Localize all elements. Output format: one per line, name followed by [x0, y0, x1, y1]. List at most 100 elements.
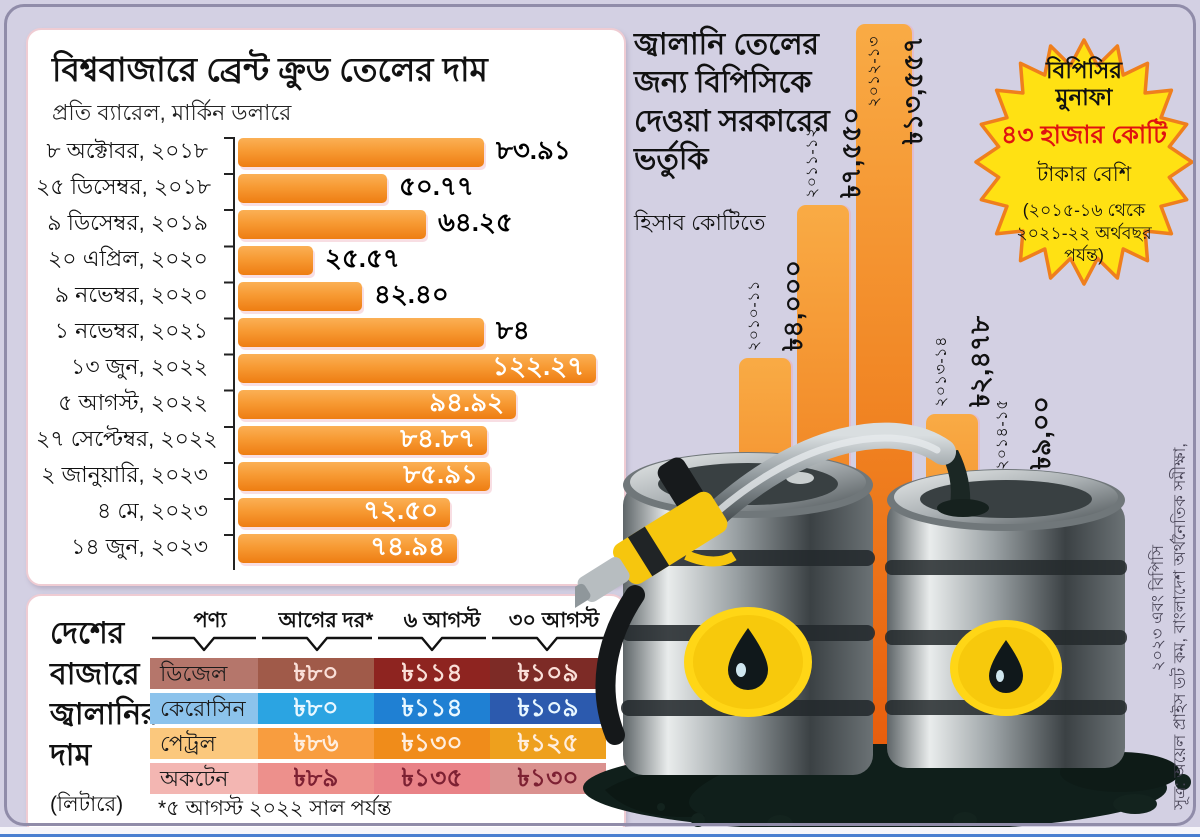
subsidy-label-2013-14: ২০১৩-১৪ ৳২,৪৭৮ [928, 316, 1003, 407]
brent-value-label: ৮৪ [496, 315, 530, 345]
brent-row: ২৭ সেপ্টেম্বর, ২০২২ ৮৪.৮৭ [36, 422, 614, 458]
brent-bar: ৯৪.৯২ [238, 387, 516, 419]
fuel-price-cell: ৳৮০ [258, 658, 374, 689]
brent-row: ৯ নভেম্বর, ২০২০ ৪২.৪০ [36, 278, 614, 314]
subsidy-year-label: ২০১২-১৩ [866, 36, 883, 108]
brent-row: ২ জানুয়ারি, ২০২৩ ৮৫.৯১ [36, 458, 614, 494]
fuel-col-header: পণ্য [193, 609, 227, 632]
badge-period: (২০১৫-১৬ থেকে ২০২১-২২ অর্থবছর পর্যন্ত) [1016, 199, 1152, 266]
badge-amount: ৪৩ হাজার কোটি [1001, 120, 1167, 149]
fuel-col-header: ৬ আগস্ট [403, 609, 481, 632]
brent-axis [224, 137, 235, 570]
fuel-price-panel: দেশের বাজারে জ্বালানির দাম (লিটারে) পণ্য… [26, 594, 626, 836]
fuel-price-cell: ৳১১৪ [374, 658, 490, 689]
brent-value-label: ৭৪.৯৪ [370, 531, 445, 561]
fuel-name-cell: কেরোসিন [150, 693, 258, 724]
starburst-shape [974, 38, 1194, 286]
subsidy-year-label: ২০১০-১১ [746, 279, 763, 351]
brent-chart-subtitle: প্রতি ব্যারেল, মার্কিন ডলারে [52, 100, 292, 125]
brent-value-label: ৮৪.৮৭ [400, 423, 475, 453]
fuel-row-kerosene: কেরোসিন ৳৮০ ৳১১৪ ৳১০৯ [150, 693, 608, 724]
subsidy-value-label: ৳১৩,৫৫৭ [898, 36, 928, 145]
fuel-table-title: দেশের বাজারে জ্বালানির দাম [50, 617, 158, 772]
brent-date-label: ২৫ ডিসেম্বর, ২০১৮ [36, 173, 211, 199]
brent-chart-title: বিশ্ববাজারে ব্রেন্ট ক্রুড তেলের দাম [52, 51, 488, 88]
subsidy-chart-title: জ্বালানি তেলের জন্য বিপিসিকে দেওয়া সরকা… [634, 28, 830, 177]
brent-date-label: ২৭ সেপ্টেম্বর, ২০২২ [36, 425, 218, 451]
fuel-price-cell: ৳১০৯ [490, 693, 606, 724]
fuel-row-diesel: ডিজেল ৳৮০ ৳১১৪ ৳১০৯ [150, 658, 608, 689]
fuel-row-octane: অকটেন ৳৮৯ ৳১৩৫ ৳১৩০ [150, 763, 608, 794]
brent-row: ১৪ জুন, ২০২৩ ৭৪.৯৪ [36, 530, 614, 566]
brent-row: ১৩ জুন, ২০২২ ১২২.২৭ [36, 350, 614, 386]
brent-date-label: ২০ এপ্রিল, ২০২০ [47, 245, 208, 271]
subsidy-chart-subtitle: হিসাব কোটিতে [634, 210, 766, 235]
brent-bar: ৭৪.৯৪ [238, 531, 457, 563]
fuel-row-petrol: পেট্রল ৳৮৬ ৳১৩০ ৳১২৫ [150, 728, 608, 759]
brent-bar: ৫০.৭৭ [238, 171, 474, 203]
fuel-col-header: ৩০ আগস্ট [508, 609, 600, 632]
badge-suffix: টাকার বেশি [1036, 162, 1132, 186]
bottom-strip [0, 827, 1200, 837]
brent-value-label: ৫০.৭৭ [399, 171, 474, 201]
brent-row: ১ নভেম্বর, ২০২১ ৮৪ [36, 314, 614, 350]
brent-date-label: ১ নভেম্বর, ২০২১ [54, 317, 208, 343]
brent-bar: ৭২.৫০ [238, 495, 450, 527]
fuel-price-cell: ৳১০৯ [490, 658, 606, 689]
brent-date-label: ১৩ জুন, ২০২২ [71, 353, 208, 379]
bpc-profit-badge: বিপিসির মুনাফা ৪৩ হাজার কোটি টাকার বেশি … [972, 36, 1196, 288]
fuel-price-cell: ৳৮৬ [258, 728, 374, 759]
brent-value-label: ৮৩.৯১ [496, 135, 571, 165]
subsidy-value-label: ৳২,৪৭৮ [965, 315, 995, 407]
oil-barrel-right [885, 469, 1127, 768]
brent-bar: ৮৫.৯১ [238, 459, 490, 491]
brent-bar: ৮৩.৯১ [238, 135, 571, 167]
brent-value-label: ৭২.৫০ [363, 495, 438, 525]
brent-bar: ৬৪.২৫ [238, 207, 513, 239]
brent-row: ৮ অক্টোবর, ২০১৮ ৮৩.৯১ [36, 134, 614, 170]
brent-row: ২০ এপ্রিল, ২০২০ ২৫.৫৭ [36, 242, 614, 278]
header-brace-lines [152, 636, 606, 652]
brent-bar: ২৫.৫৭ [238, 243, 400, 275]
subsidy-label-2012-13: ২০১২-১৩ ৳১৩,৫৫৭ [861, 36, 936, 145]
fuel-price-cell: ৳১১৪ [374, 693, 490, 724]
subsidy-label-2010-11: ২০১০-১১ ৳৪,০০০ [741, 260, 816, 351]
brent-value-label: ৬৪.২৫ [438, 207, 513, 237]
brent-bar: ১২২.২৭ [238, 351, 596, 383]
fuel-name-cell: ডিজেল [150, 658, 258, 689]
brent-date-label: ২ জানুয়ারি, ২০২৩ [41, 461, 208, 487]
brent-value-label: ২৫.৫৭ [325, 243, 400, 273]
brent-row: ২৫ ডিসেম্বর, ২০১৮ ৫০.৭৭ [36, 170, 614, 206]
bottom-blue-line [0, 834, 1200, 837]
brent-value-label: ৮৫.৯১ [403, 459, 478, 489]
subsidy-year-label: ২০১১-১২ [804, 126, 821, 198]
brent-bar: ৮৪.৮৭ [238, 423, 487, 455]
source-line-2: ২০২৩ এবং বিপিসি [1149, 545, 1167, 672]
fuel-price-cell: ৳১২৫ [490, 728, 606, 759]
fuel-name-cell: পেট্রল [150, 728, 258, 759]
brent-row: ৪ মে, ২০২৩ ৭২.৫০ [36, 494, 614, 530]
brent-row: ৯ ডিসেম্বর, ২০১৯ ৬৪.২৫ [36, 206, 614, 242]
fuel-price-cell: ৳১৩৫ [374, 763, 490, 794]
fuel-table-footnote: *৫ আগস্ট ২০২২ সাল পর্যন্ত [158, 797, 392, 820]
subsidy-value-label: ৳৪,০০০ [778, 259, 808, 351]
fuel-price-cell: ৳৮৯ [258, 763, 374, 794]
brent-value-label: ৯৪.৯২ [429, 387, 504, 417]
oil-barrels-illustration [575, 422, 1191, 833]
brent-date-label: ৪ মে, ২০২৩ [97, 497, 208, 523]
oil-pour-stream [937, 450, 989, 517]
brent-chart-rows: ৮ অক্টোবর, ২০১৮ ৮৩.৯১ ২৫ ডিসেম্বর, ২০১৮ … [36, 134, 614, 570]
fuel-nozzle [575, 422, 956, 745]
brent-value-label: ১২২.২৭ [492, 351, 584, 381]
brent-chart-panel: বিশ্ববাজারে ব্রেন্ট ক্রুড তেলের দাম প্রত… [26, 28, 626, 586]
subsidy-year-label: ২০১৩-১৪ [933, 335, 950, 407]
badge-title: বিপিসির মুনাফা [1046, 56, 1122, 111]
fuel-price-cell: ৳৮০ [258, 693, 374, 724]
brent-date-label: ৮ অক্টোবর, ২০১৮ [46, 137, 208, 163]
brent-date-label: ৫ আগস্ট, ২০২২ [58, 389, 208, 415]
fuel-col-header: আগের দর* [278, 609, 374, 632]
brent-date-label: ৯ নভেম্বর, ২০২০ [54, 281, 208, 307]
fuel-table-unit: (লিটারে) [50, 793, 124, 816]
fuel-price-cell: ৳১৩০ [374, 728, 490, 759]
fuel-name-cell: অকটেন [150, 763, 258, 794]
